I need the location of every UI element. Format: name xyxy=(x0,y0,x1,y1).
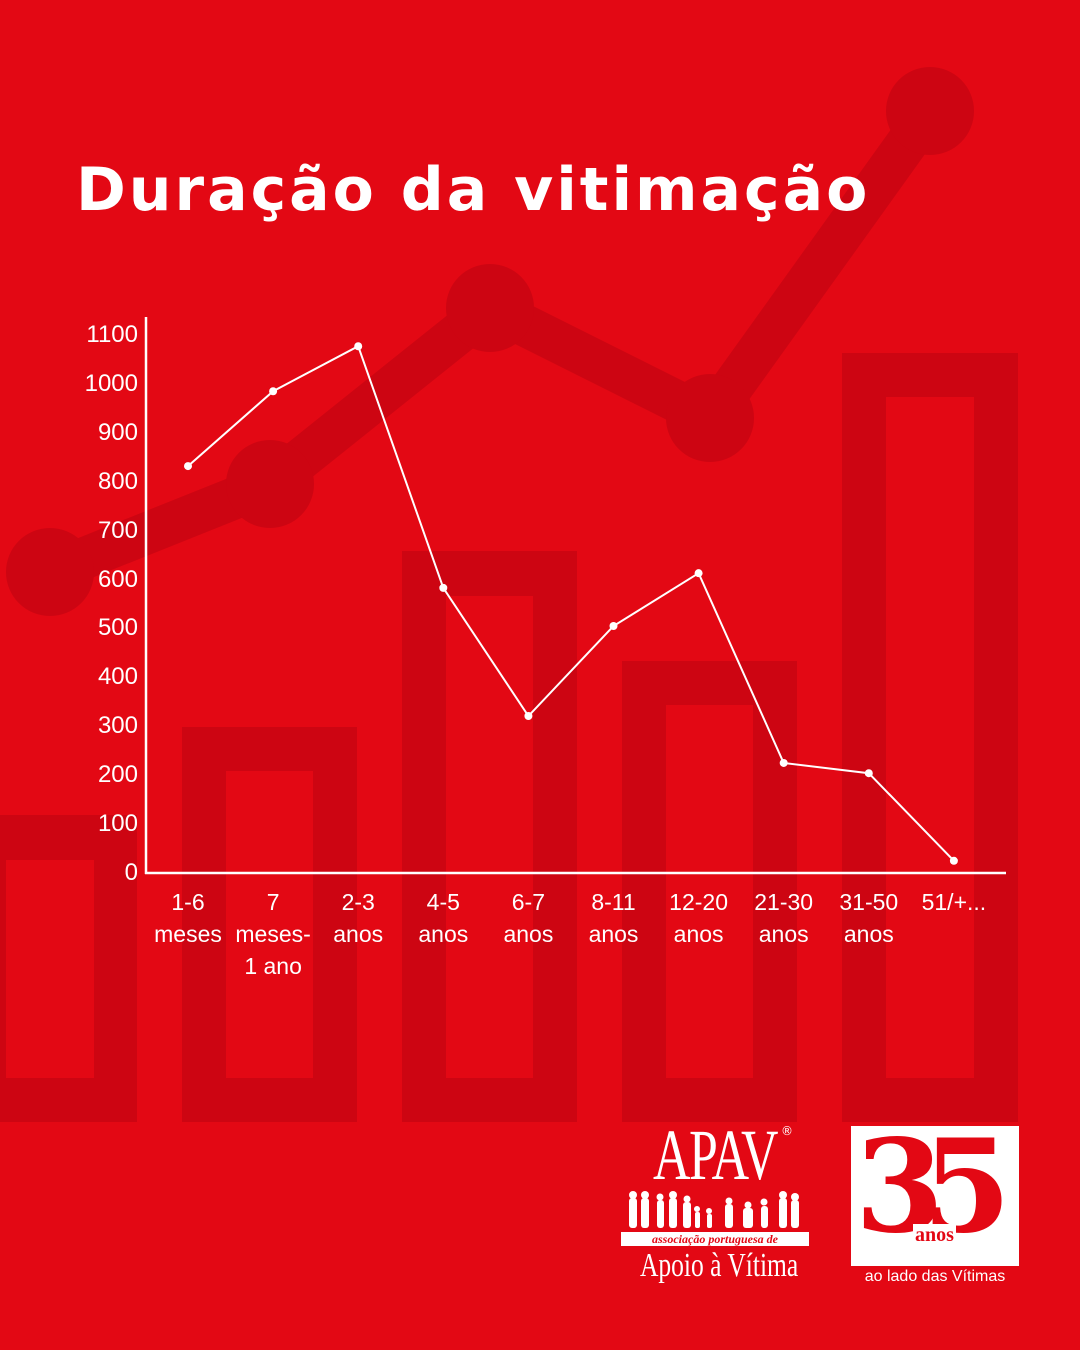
data-point xyxy=(269,387,278,396)
data-point xyxy=(439,583,448,592)
background-trend-line xyxy=(6,67,974,616)
y-tick-label: 300 xyxy=(97,712,138,740)
data-point xyxy=(694,569,703,578)
page-title: Duração da vitimação xyxy=(76,155,871,225)
data-point xyxy=(524,712,533,721)
x-tick-label: 21-30 anos xyxy=(754,889,814,947)
data-point xyxy=(864,769,873,778)
y-tick-label: 200 xyxy=(97,761,138,789)
y-tick-label: 500 xyxy=(97,614,138,642)
data-point xyxy=(779,758,788,767)
x-tick-label: 4-5 anos xyxy=(418,889,469,947)
x-tick-label: 12-20 anos xyxy=(669,889,728,947)
x-tick-label: 51/+... xyxy=(921,889,987,915)
data-point xyxy=(949,856,958,865)
apav-logo-tagline: Apoio à Vítima xyxy=(640,1247,799,1284)
x-tick-label: 8-11 anos xyxy=(588,889,639,947)
y-tick-label: 1000 xyxy=(84,369,138,397)
anniversary-tagline: ao lado das Vítimas xyxy=(864,1268,1006,1285)
apav-logo: APAV ® associação portuguesa de Apoio à … xyxy=(615,1115,815,1300)
data-points xyxy=(184,342,958,865)
data-point xyxy=(609,622,618,631)
y-tick-label: 100 xyxy=(97,810,138,838)
y-tick-label: 900 xyxy=(97,418,138,446)
apav-logo-name: APAV xyxy=(653,1115,778,1195)
apav-logo-subtitle: associação portuguesa de xyxy=(621,1232,809,1246)
y-tick-label: 600 xyxy=(97,565,138,593)
data-point xyxy=(184,462,192,471)
registered-mark: ® xyxy=(781,1124,793,1138)
people-silhouettes-icon xyxy=(629,1191,799,1228)
data-series-line xyxy=(187,344,955,862)
data-point xyxy=(354,342,363,351)
background-bars xyxy=(0,353,1018,1122)
x-tick-label: 2-3 anos xyxy=(333,889,384,947)
anniversary-unit: anos xyxy=(913,1224,956,1246)
y-tick-label: 0 xyxy=(124,859,138,886)
x-tick-label: 6-7 anos xyxy=(503,889,554,947)
y-tick-label: 1100 xyxy=(86,321,138,348)
anniversary-logo: 35 anos ao lado das Vítimas xyxy=(851,1112,1019,1294)
x-tick-label: 7 meses- 1 ano xyxy=(235,889,311,979)
y-tick-label: 700 xyxy=(97,516,138,544)
y-tick-label: 400 xyxy=(97,663,138,691)
x-tick-label: 1-6 meses xyxy=(154,889,222,947)
x-tick-label: 31-50 anos xyxy=(839,889,899,947)
y-tick-label: 800 xyxy=(97,467,138,495)
